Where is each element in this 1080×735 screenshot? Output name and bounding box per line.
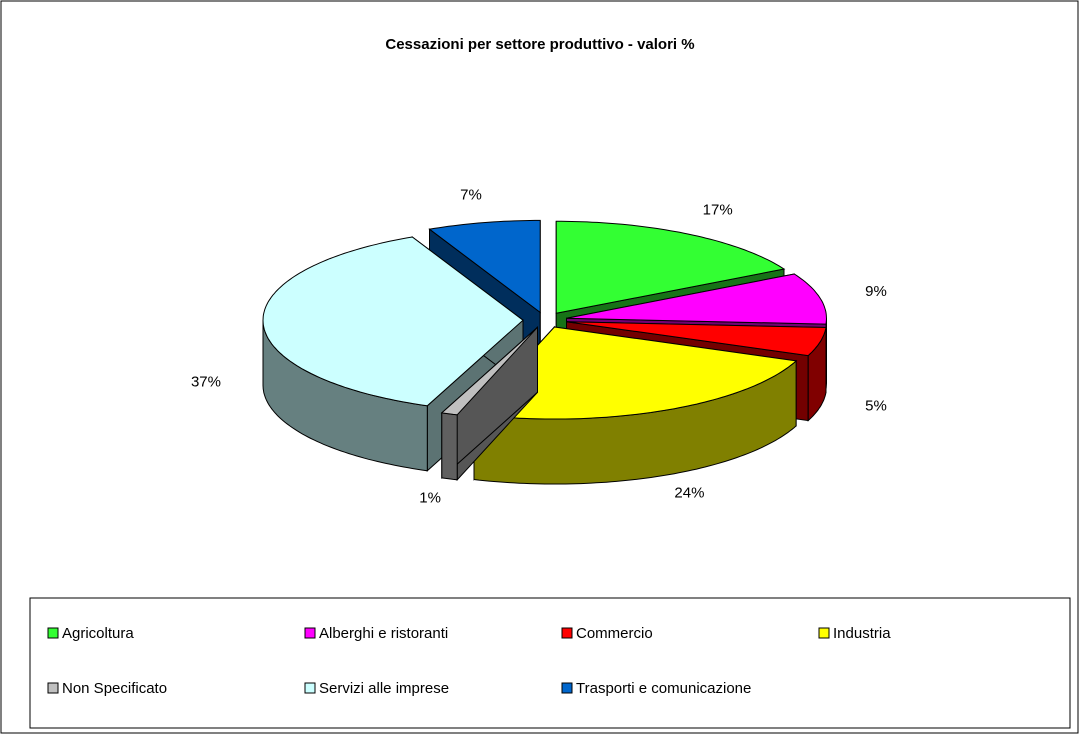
data-label: 1% [419,489,441,506]
legend-box [29,597,1071,729]
legend-swatch [47,682,59,694]
legend-swatch [47,627,59,639]
legend-label: Commercio [576,625,653,642]
legend-label: Servizi alle imprese [319,680,449,697]
slice-top [555,220,786,314]
chart-title: Cessazioni per settore produttivo - valo… [385,36,694,53]
slice-top [440,326,538,416]
data-label: 37% [191,373,221,390]
legend-label: Trasporti e comunicazione [576,680,751,697]
legend-label: Agricoltura [62,625,134,642]
slice-top [566,321,827,357]
legend-swatch [304,682,316,694]
data-label: 5% [865,397,887,414]
pie-slice [440,326,538,482]
data-label: 17% [703,201,733,218]
slice-top [472,326,798,420]
slice-outer-wall [441,412,458,481]
data-label: 24% [674,485,704,502]
slice-top [566,273,828,325]
legend-swatch [561,682,573,694]
slice-top [262,236,524,407]
legend-label: Alberghi e ristoranti [319,625,448,642]
legend-swatch [561,627,573,639]
slice-top [428,219,541,314]
data-label: 9% [865,283,887,300]
legend-swatch [304,627,316,639]
legend-swatch [818,627,830,639]
legend-label: Industria [833,625,891,642]
legend-label: Non Specificato [62,680,167,697]
data-label: 7% [460,187,482,204]
